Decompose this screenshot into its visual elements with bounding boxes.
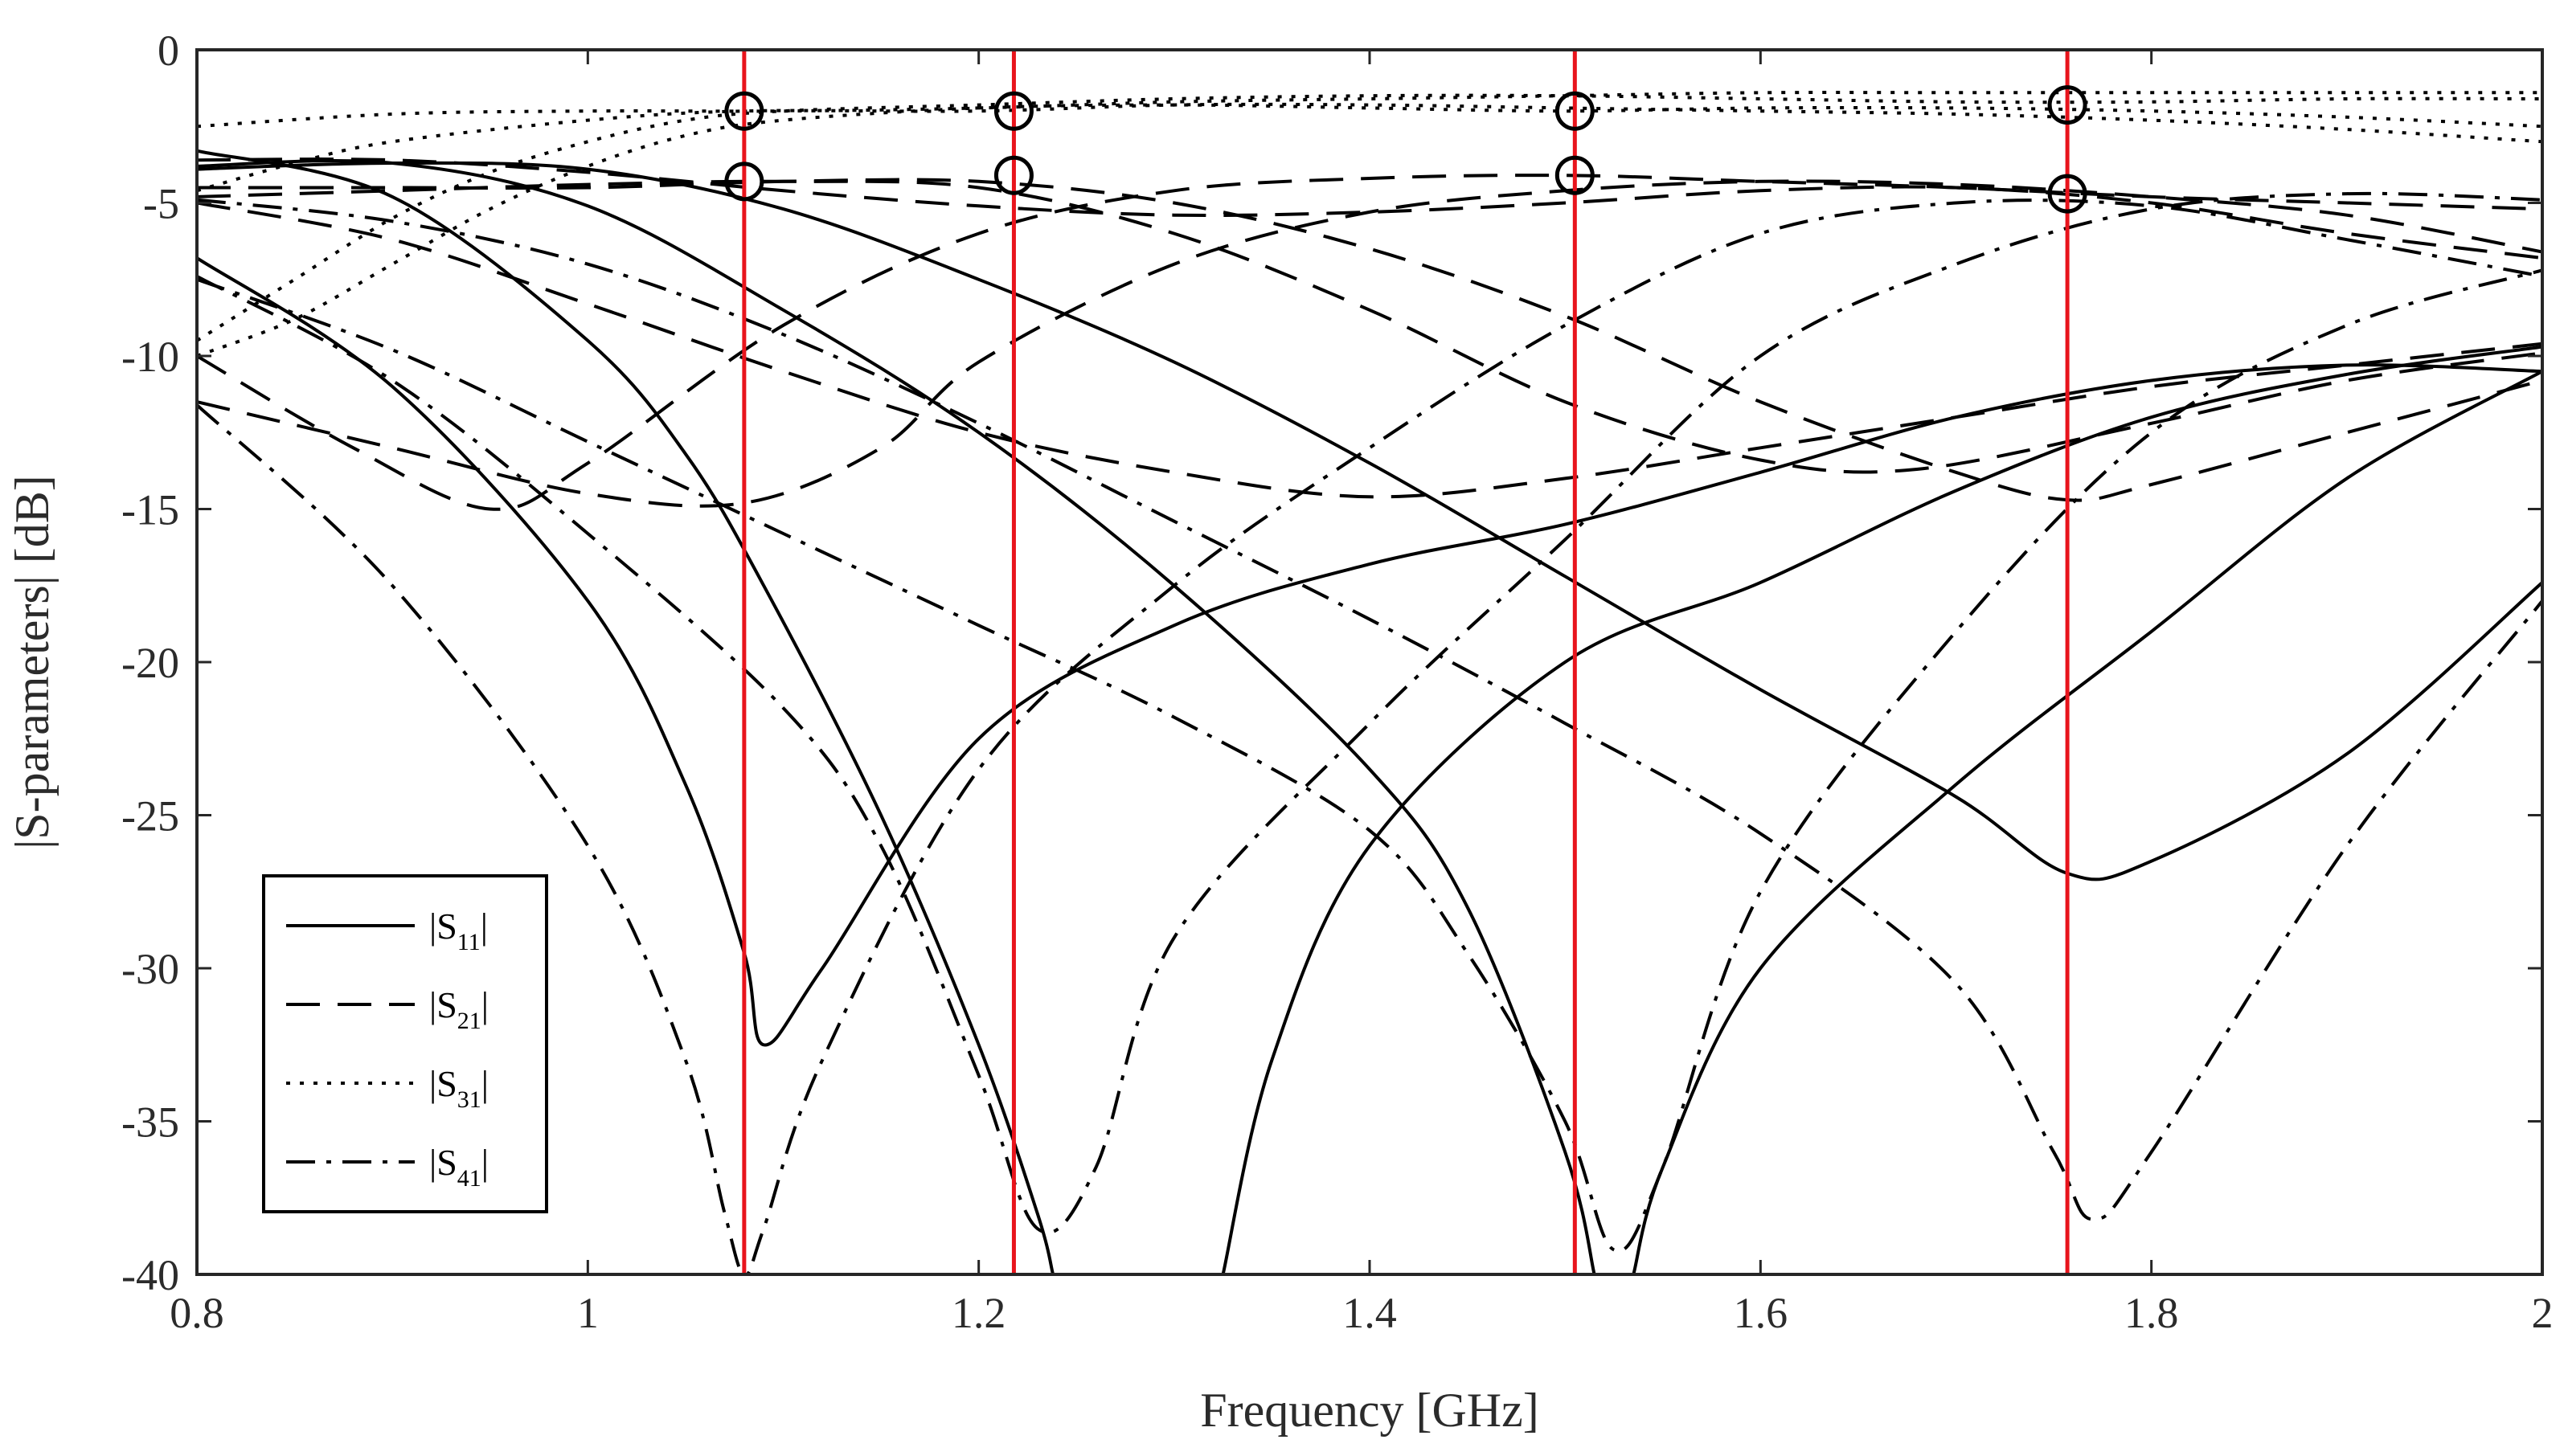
y-tick-label: -40 — [121, 1251, 179, 1299]
legend-label: |S31| — [429, 1063, 489, 1113]
x-tick-label: 2 — [2532, 1289, 2554, 1337]
series-line-s21-12 — [197, 157, 2542, 260]
circle-marker-8 — [2047, 174, 2087, 214]
series-line-s21-11 — [197, 179, 2542, 474]
series-line-s21-8 — [197, 179, 2542, 508]
x-axis-label: Frequency [GHz] — [1200, 1384, 1539, 1437]
y-tick-label: 0 — [158, 27, 179, 75]
legend: |S11| |S21| |S31| |S41| — [262, 874, 548, 1213]
x-tick-label: 0.8 — [170, 1289, 224, 1337]
legend-label: |S11| — [429, 906, 488, 955]
frequency-markers — [742, 50, 2070, 1274]
series-line-s21-9 — [197, 201, 2542, 499]
circle-marker-3 — [993, 91, 1034, 131]
legend-label: |S41| — [429, 1142, 489, 1192]
series-line-s21-7 — [197, 174, 2542, 511]
series-line-s31-14 — [197, 93, 2542, 342]
series-line-s41-17 — [197, 198, 2542, 1221]
circle-markers — [724, 85, 2087, 214]
y-tick-label: -5 — [143, 180, 179, 228]
y-tick-label: -25 — [121, 792, 179, 840]
x-tick-label: 1.4 — [1342, 1289, 1397, 1337]
x-axis-ticks: 0.8 1 1.2 1.4 1.6 1.8 2 — [170, 50, 2554, 1337]
series-line-s11-5 — [1632, 370, 2542, 1274]
series-line-s41-18 — [197, 191, 2542, 1235]
series-curves — [197, 91, 2542, 1274]
series-line-s11-3 — [197, 161, 2542, 881]
x-tick-label: 1 — [577, 1289, 599, 1337]
y-axis-label: |S-parameters| [dB] — [6, 475, 59, 849]
legend-box — [262, 874, 548, 1213]
circle-marker-2 — [724, 162, 764, 202]
series-line-s31-15 — [197, 102, 2542, 193]
series-line-s11-2 — [197, 158, 1596, 1274]
series-line-s11-1 — [197, 149, 1055, 1274]
series-line-s11-4 — [197, 256, 2542, 1047]
legend-label: |S21| — [429, 984, 489, 1034]
y-tick-label: -30 — [121, 945, 179, 993]
x-tick-label: 1.6 — [1734, 1289, 1788, 1337]
y-tick-label: -35 — [121, 1098, 179, 1147]
series-line-s31-13 — [197, 91, 2542, 129]
circle-marker-1 — [724, 91, 764, 131]
y-tick-label: -20 — [121, 639, 179, 687]
circle-marker-6 — [1554, 155, 1595, 195]
y-tick-label: -10 — [121, 333, 179, 381]
x-tick-label: 1.8 — [2124, 1289, 2179, 1337]
series-line-s41-20 — [197, 268, 2542, 1253]
series-line-s21-10 — [197, 178, 2542, 502]
y-axis-ticks: 0 -5 -10 -15 -20 -25 -30 -35 -40 — [121, 27, 2542, 1299]
y-tick-label: -15 — [121, 486, 179, 534]
series-line-s41-19 — [197, 198, 2542, 1274]
x-tick-label: 1.2 — [952, 1289, 1006, 1337]
circle-marker-7 — [2047, 85, 2087, 125]
circle-marker-5 — [1554, 91, 1595, 131]
series-line-s11-6 — [1221, 345, 2542, 1274]
series-line-s31-16 — [197, 103, 2542, 358]
circle-marker-4 — [993, 155, 1034, 195]
